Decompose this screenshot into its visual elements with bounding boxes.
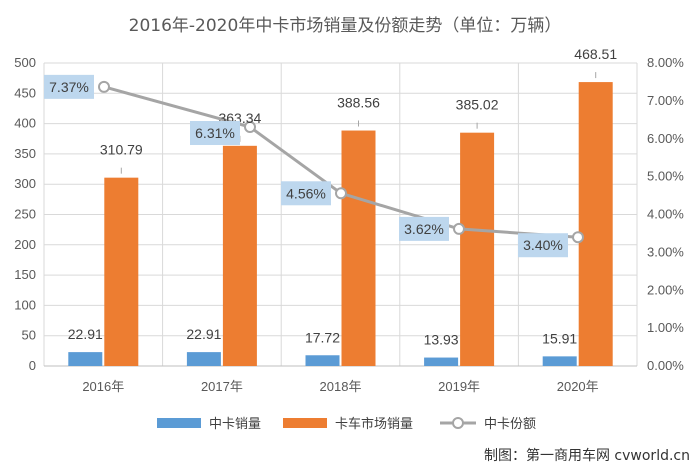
bar-mid-truck-label: 17.72	[305, 329, 340, 345]
bar-truck-market	[222, 145, 257, 366]
y-tick-label: 0	[29, 358, 36, 373]
share-point	[572, 231, 584, 244]
x-tick-label: 2019年	[438, 379, 480, 394]
bar-mid-truck-label: 15.91	[542, 330, 577, 346]
y-tick-label: 250	[14, 207, 36, 222]
legend-label-share: 中卡份额	[484, 417, 536, 432]
y2-tick-label: 7.00%	[647, 93, 684, 108]
bar-mid-truck	[542, 356, 577, 366]
share-label: 6.31%	[195, 125, 235, 141]
share-label-box	[44, 74, 94, 99]
y-tick-label: 150	[14, 267, 36, 282]
bar-mid-truck	[186, 352, 221, 366]
y-tick-label: 350	[14, 146, 36, 161]
bar-truck-market-label: 388.56	[337, 95, 380, 111]
x-tick-label: 2018年	[320, 379, 362, 394]
bar-truck-market-label: 310.79	[100, 142, 143, 158]
y-tick-label: 500	[14, 55, 36, 70]
y2-tick-label: 4.00%	[647, 207, 684, 222]
share-point	[244, 121, 256, 134]
bar-truck-market	[460, 132, 495, 366]
y2-tick-label: 2.00%	[647, 282, 684, 297]
y-tick-label: 450	[14, 85, 36, 100]
share-point	[453, 222, 465, 235]
share-point	[335, 187, 347, 200]
bar-truck-market	[341, 130, 376, 366]
bars	[68, 82, 613, 366]
gridlines	[43, 62, 638, 366]
y2-tick-label: 1.00%	[647, 320, 684, 335]
share-label: 7.37%	[49, 79, 89, 95]
data-labels: 22.91310.7922.91363.3417.72388.5613.9338…	[44, 46, 617, 348]
bar-mid-truck-label: 22.91	[186, 326, 221, 342]
legend-swatch-truck-market	[283, 418, 327, 428]
bar-mid-truck	[68, 352, 103, 366]
bar-mid-truck	[424, 357, 459, 366]
x-tick-label: 2020年	[557, 379, 599, 394]
bar-mid-truck-label: 13.93	[424, 332, 459, 348]
x-tick-label: 2017年	[201, 379, 243, 394]
bar-truck-market	[104, 177, 139, 366]
y2-tick-label: 5.00%	[647, 169, 684, 184]
chart-title: 2016年-2020年中卡市场销量及份额走势（单位：万辆）	[129, 16, 562, 36]
bar-mid-truck-label: 22.91	[68, 326, 103, 342]
share-line	[98, 80, 584, 244]
bar-truck-market-label: 468.51	[574, 46, 617, 62]
share-label-box	[399, 216, 449, 241]
legend-label-mid-truck: 中卡销量	[209, 417, 261, 432]
legend-label-truck-market: 卡车市场销量	[335, 416, 413, 432]
share-label: 3.62%	[404, 221, 444, 237]
bar-mid-truck	[305, 355, 340, 366]
share-label-box	[518, 233, 568, 258]
y-tick-label: 50	[22, 328, 36, 343]
y-tick-label: 400	[14, 116, 36, 131]
y-tick-label: 300	[14, 176, 36, 191]
legend-swatch-mid-truck	[157, 418, 201, 428]
y-tick-label: 100	[14, 297, 36, 312]
share-label: 4.56%	[286, 185, 326, 201]
y2-tick-label: 0.00%	[647, 358, 684, 373]
y2-tick-label: 3.00%	[647, 244, 684, 259]
share-label-box	[190, 121, 240, 146]
bar-truck-market-label: 385.02	[456, 97, 499, 113]
x-tick-label: 2016年	[82, 379, 124, 394]
axes: 0 50 100 150 200 250 300 350 400 450 500 0.00% 1.00%…	[14, 55, 684, 394]
watermark: 制图：第一商用车网 cvworld.cn	[484, 447, 690, 464]
share-label: 3.40%	[523, 237, 563, 253]
y-tick-label: 200	[14, 237, 36, 252]
share-point	[98, 80, 110, 93]
y2-tick-label: 6.00%	[647, 131, 684, 146]
legend: 中卡销量 卡车市场销量 中卡份额	[157, 416, 536, 432]
legend-marker-share	[452, 417, 464, 429]
bar-truck-market	[578, 82, 613, 366]
share-label-box	[281, 181, 331, 206]
y2-tick-label: 8.00%	[647, 55, 684, 70]
